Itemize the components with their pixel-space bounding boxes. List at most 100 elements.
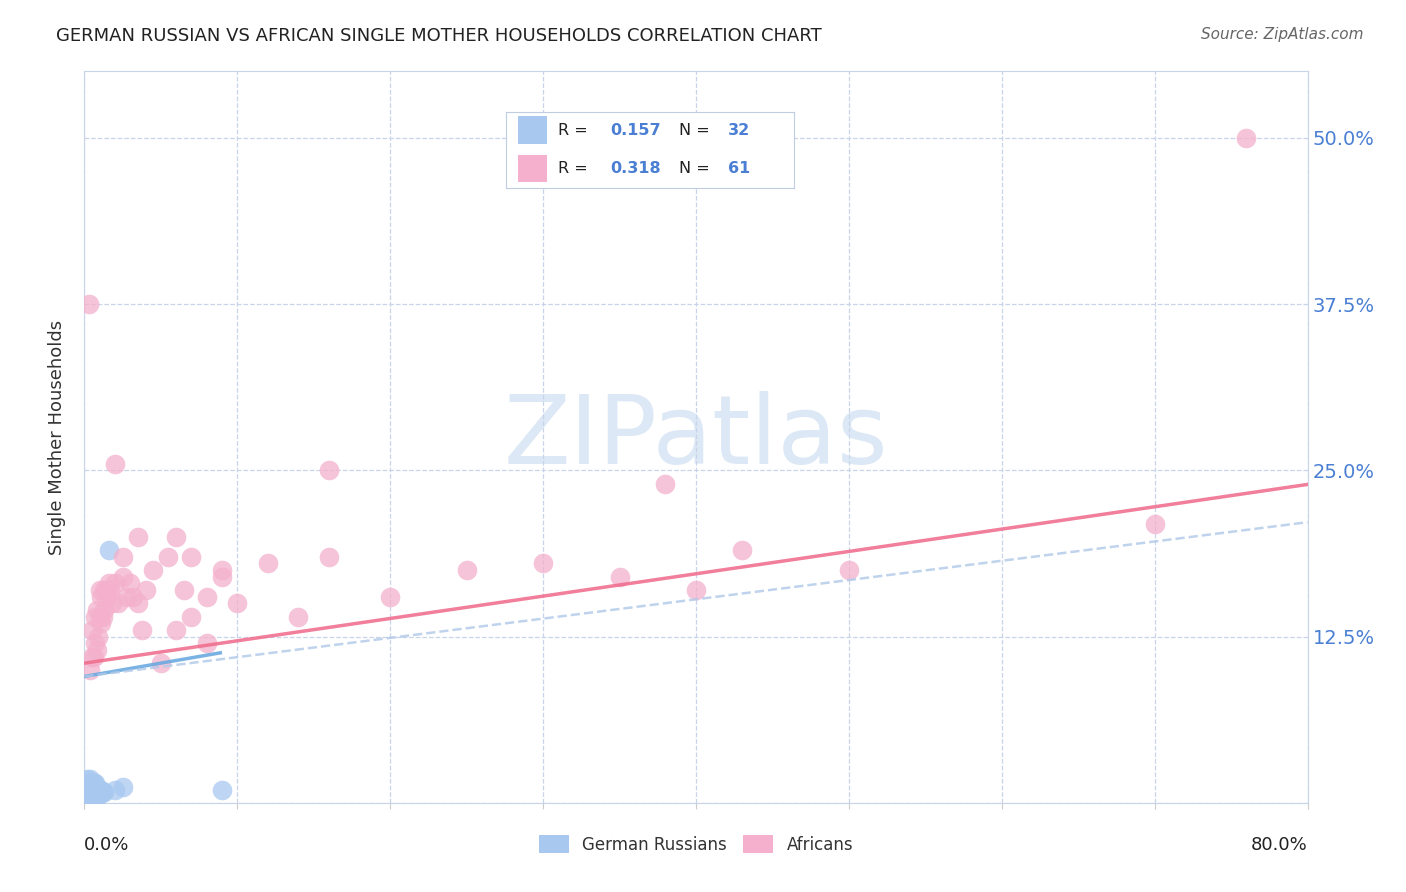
Point xyxy=(318,549,340,564)
Text: GERMAN RUSSIAN VS AFRICAN SINGLE MOTHER HOUSEHOLDS CORRELATION CHART: GERMAN RUSSIAN VS AFRICAN SINGLE MOTHER … xyxy=(56,27,823,45)
Point xyxy=(76,789,98,804)
Point xyxy=(93,582,115,597)
Point xyxy=(90,590,112,604)
Point xyxy=(83,782,105,797)
Point xyxy=(180,549,202,564)
Point xyxy=(79,772,101,786)
Point xyxy=(87,789,110,804)
Point xyxy=(80,623,103,637)
Point xyxy=(84,789,107,804)
Point xyxy=(195,590,218,604)
Point xyxy=(77,776,100,790)
Point xyxy=(83,776,105,790)
Text: ZIPatlas: ZIPatlas xyxy=(503,391,889,483)
Point xyxy=(135,582,157,597)
Legend: German Russians, Africans: German Russians, Africans xyxy=(531,829,860,860)
Point xyxy=(104,457,127,471)
Point xyxy=(84,782,107,797)
Point xyxy=(89,582,111,597)
Point xyxy=(96,582,118,597)
Point xyxy=(731,543,754,558)
Point xyxy=(173,582,195,597)
Point xyxy=(115,590,138,604)
Point xyxy=(97,576,120,591)
Point xyxy=(195,636,218,650)
Point xyxy=(609,570,631,584)
Point xyxy=(91,609,114,624)
Point xyxy=(91,785,114,799)
Point xyxy=(87,782,110,797)
Point xyxy=(531,557,554,571)
Point xyxy=(104,782,127,797)
Point xyxy=(97,543,120,558)
Text: 0.0%: 0.0% xyxy=(84,836,129,854)
Point xyxy=(77,789,100,804)
Point xyxy=(1236,131,1258,145)
Point xyxy=(93,785,115,799)
Point xyxy=(76,772,98,786)
Point xyxy=(94,590,117,604)
Point xyxy=(80,782,103,797)
Point xyxy=(165,623,187,637)
Point xyxy=(75,789,97,804)
Point xyxy=(79,789,101,804)
Point xyxy=(87,630,110,644)
Point xyxy=(83,789,105,804)
Point xyxy=(654,476,676,491)
Point xyxy=(80,649,103,664)
Point xyxy=(111,780,134,794)
Point xyxy=(165,530,187,544)
Point xyxy=(1143,516,1166,531)
Point xyxy=(76,785,98,799)
Point xyxy=(131,623,153,637)
Point xyxy=(180,609,202,624)
Point xyxy=(122,590,145,604)
Point xyxy=(157,549,180,564)
Point xyxy=(211,570,233,584)
Point xyxy=(211,782,233,797)
Point xyxy=(107,596,129,610)
Point xyxy=(75,780,97,794)
Point xyxy=(211,563,233,577)
Point xyxy=(86,782,108,797)
Point xyxy=(90,616,112,631)
Point xyxy=(80,789,103,804)
Text: 80.0%: 80.0% xyxy=(1251,836,1308,854)
Point xyxy=(149,656,172,670)
Point xyxy=(86,643,108,657)
Point xyxy=(80,776,103,790)
Point xyxy=(79,782,101,797)
Point xyxy=(287,609,309,624)
Point xyxy=(142,563,165,577)
Point xyxy=(838,563,860,577)
Point xyxy=(89,609,111,624)
Point xyxy=(685,582,707,597)
Point xyxy=(84,776,107,790)
Point xyxy=(456,563,478,577)
Point xyxy=(93,603,115,617)
Text: Source: ZipAtlas.com: Source: ZipAtlas.com xyxy=(1201,27,1364,42)
Point xyxy=(111,570,134,584)
Point xyxy=(89,785,111,799)
Point xyxy=(111,549,134,564)
Point xyxy=(86,789,108,804)
Y-axis label: Single Mother Households: Single Mother Households xyxy=(48,319,66,555)
Point xyxy=(90,782,112,797)
Point xyxy=(101,596,124,610)
Point xyxy=(257,557,280,571)
Point xyxy=(83,649,105,664)
Point xyxy=(127,596,149,610)
Point xyxy=(79,663,101,677)
Point xyxy=(98,582,121,597)
Point xyxy=(127,530,149,544)
Point xyxy=(84,609,107,624)
Point xyxy=(380,590,402,604)
Point xyxy=(120,576,142,591)
Point xyxy=(77,297,100,311)
Point xyxy=(318,463,340,477)
Point xyxy=(86,603,108,617)
Point xyxy=(104,576,127,591)
Point xyxy=(77,785,100,799)
Point xyxy=(226,596,249,610)
Point xyxy=(84,636,107,650)
